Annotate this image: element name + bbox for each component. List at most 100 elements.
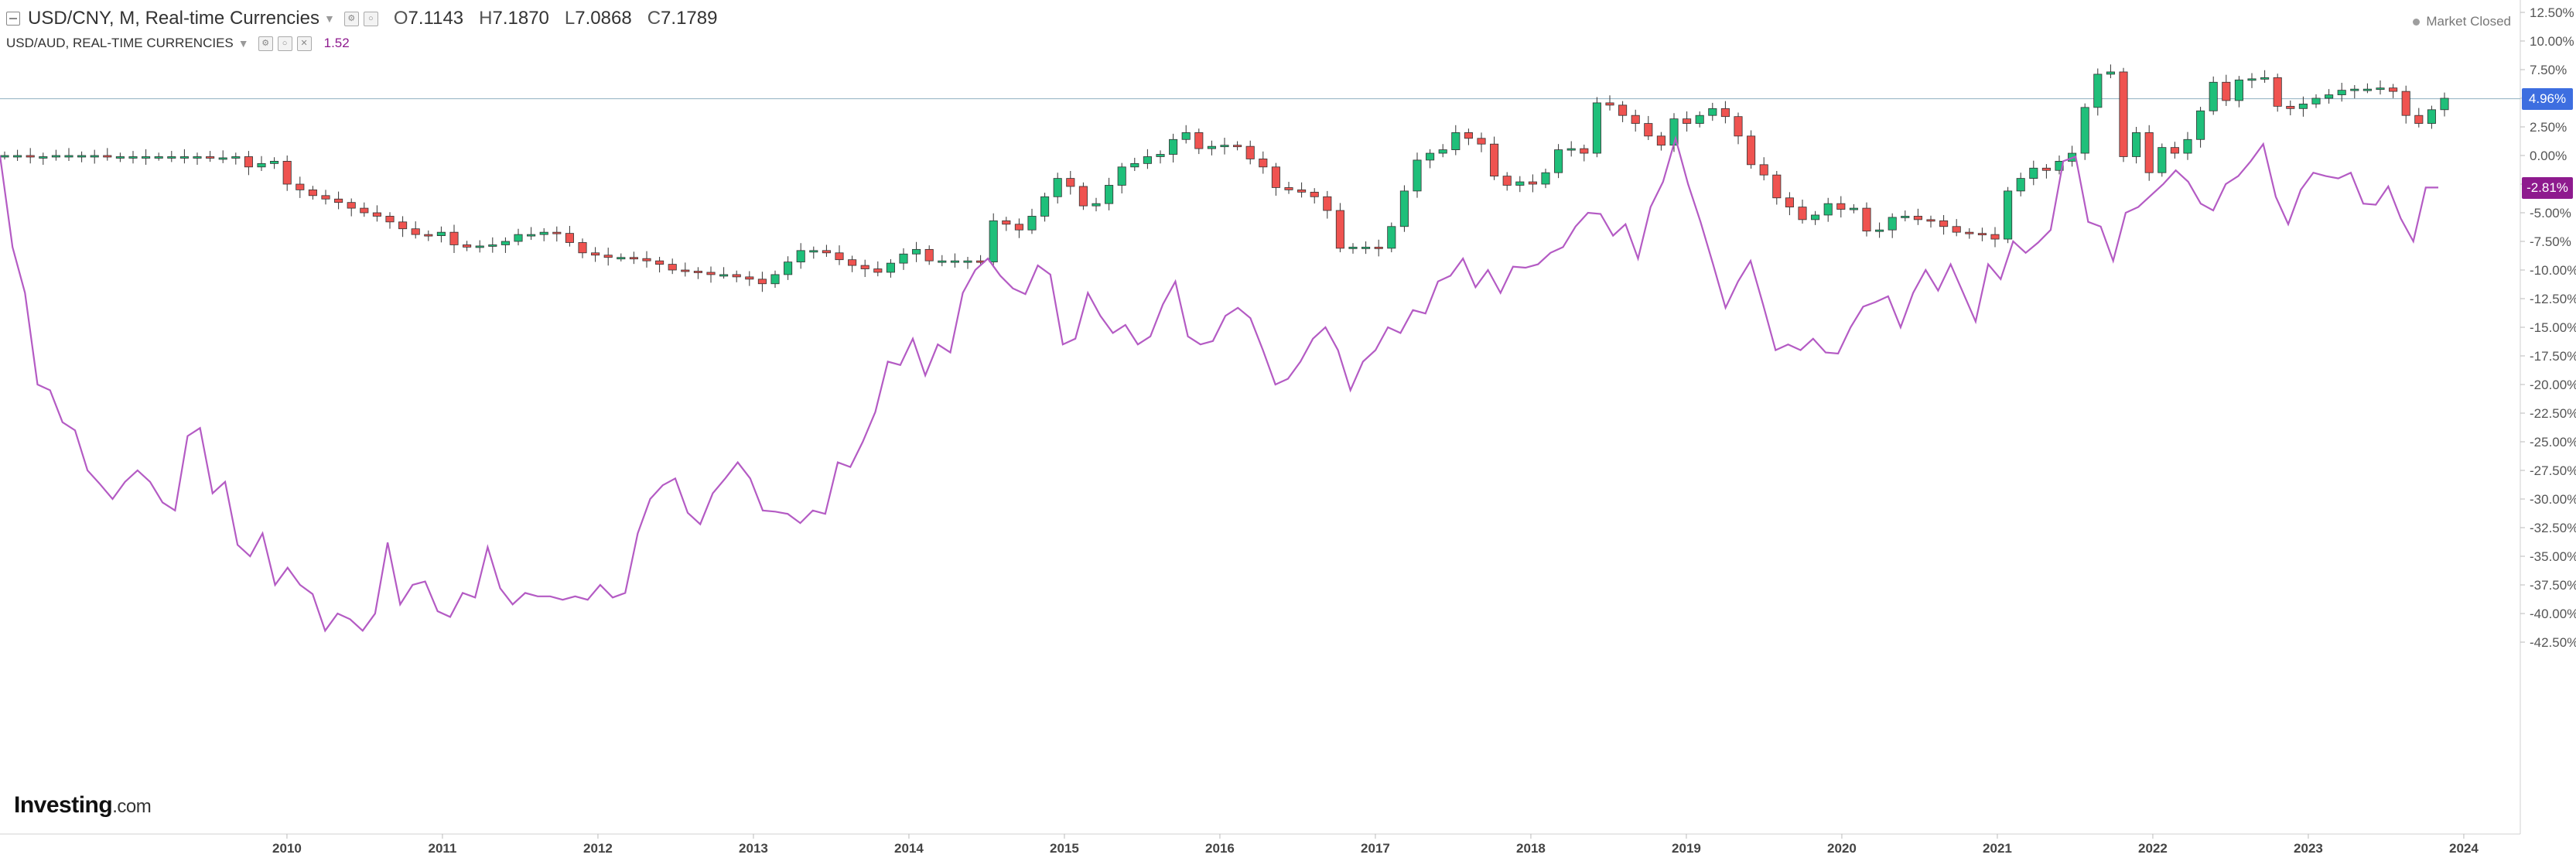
candle[interactable] xyxy=(1477,138,1486,145)
candle[interactable] xyxy=(1515,181,1525,186)
candle[interactable] xyxy=(924,248,934,262)
candle[interactable] xyxy=(308,189,317,197)
candle[interactable] xyxy=(2401,91,2410,116)
candle[interactable] xyxy=(1220,145,1229,148)
candle[interactable] xyxy=(1490,143,1499,177)
candle[interactable] xyxy=(270,160,279,164)
candle[interactable] xyxy=(938,260,947,263)
candle[interactable] xyxy=(334,198,343,203)
main-series-title[interactable]: USD/CNY, M, Real-time Currencies xyxy=(28,8,319,29)
candle[interactable] xyxy=(244,156,253,168)
candle[interactable] xyxy=(1181,132,1191,140)
candle[interactable] xyxy=(1605,102,1614,106)
candle[interactable] xyxy=(411,228,420,235)
candle[interactable] xyxy=(1399,190,1409,227)
candle[interactable] xyxy=(257,162,266,168)
candle[interactable] xyxy=(1977,233,1987,236)
candle[interactable] xyxy=(436,231,446,237)
candle[interactable] xyxy=(90,155,99,158)
candle[interactable] xyxy=(655,260,664,265)
candle[interactable] xyxy=(13,155,22,158)
candle[interactable] xyxy=(1387,226,1396,249)
candle[interactable] xyxy=(2440,97,2449,111)
candle[interactable] xyxy=(1323,196,1332,211)
candle[interactable] xyxy=(206,156,215,159)
candle[interactable] xyxy=(449,231,459,245)
candle[interactable] xyxy=(1836,203,1846,210)
usd-aud-line[interactable] xyxy=(0,135,2438,633)
candle[interactable] xyxy=(231,156,241,159)
candle[interactable] xyxy=(1849,207,1858,210)
candle[interactable] xyxy=(115,156,125,159)
close-icon[interactable]: ✕ xyxy=(296,36,312,51)
candle[interactable] xyxy=(2273,77,2282,107)
candle[interactable] xyxy=(1169,138,1178,155)
candle[interactable] xyxy=(193,156,202,159)
candle[interactable] xyxy=(848,259,857,266)
candle[interactable] xyxy=(51,155,60,158)
candle[interactable] xyxy=(822,250,831,254)
candle[interactable] xyxy=(2286,105,2295,109)
candle[interactable] xyxy=(603,255,613,258)
candle[interactable] xyxy=(1078,186,1088,207)
candle[interactable] xyxy=(2080,107,2089,154)
candle[interactable] xyxy=(1143,156,1152,164)
usd-cny-candles[interactable] xyxy=(0,64,2449,292)
candle[interactable] xyxy=(784,262,793,275)
candle[interactable] xyxy=(1541,172,1550,185)
candle[interactable] xyxy=(2209,81,2218,111)
candle[interactable] xyxy=(809,250,818,253)
candle[interactable] xyxy=(1785,197,1794,207)
candle[interactable] xyxy=(2016,178,2025,192)
candle[interactable] xyxy=(0,155,9,158)
candle[interactable] xyxy=(1862,207,1871,232)
candle[interactable] xyxy=(2234,79,2243,101)
candle[interactable] xyxy=(463,244,472,248)
candle[interactable] xyxy=(1772,174,1782,199)
candle[interactable] xyxy=(1618,104,1628,116)
candle[interactable] xyxy=(2311,97,2321,104)
candle[interactable] xyxy=(565,233,574,243)
candle[interactable] xyxy=(2325,94,2334,99)
candle[interactable] xyxy=(873,268,883,273)
candle[interactable] xyxy=(2260,77,2270,80)
candle[interactable] xyxy=(1888,217,1897,231)
candle[interactable] xyxy=(1759,164,1768,176)
candle[interactable] xyxy=(1798,207,1807,220)
candle[interactable] xyxy=(372,212,381,217)
candle[interactable] xyxy=(1066,178,1075,187)
candle[interactable] xyxy=(2183,138,2192,154)
candle[interactable] xyxy=(552,231,562,234)
candle[interactable] xyxy=(1528,181,1537,185)
candle[interactable] xyxy=(1708,108,1717,116)
candle[interactable] xyxy=(424,234,433,237)
candle[interactable] xyxy=(2337,90,2346,95)
candle[interactable] xyxy=(77,155,87,158)
candle[interactable] xyxy=(1156,154,1165,157)
candle[interactable] xyxy=(1271,166,1280,188)
candle[interactable] xyxy=(1053,178,1062,197)
candle[interactable] xyxy=(1233,145,1242,148)
candle[interactable] xyxy=(2004,190,2013,240)
candle[interactable] xyxy=(1259,159,1268,168)
candle[interactable] xyxy=(1580,148,1589,154)
candle[interactable] xyxy=(1117,166,1126,186)
candle[interactable] xyxy=(2427,109,2436,124)
candle[interactable] xyxy=(835,252,844,261)
candle[interactable] xyxy=(617,257,626,260)
candle[interactable] xyxy=(1105,185,1114,204)
candle[interactable] xyxy=(514,234,523,242)
candle[interactable] xyxy=(693,271,702,273)
candle[interactable] xyxy=(2157,147,2167,173)
candle[interactable] xyxy=(1683,118,1692,124)
candle[interactable] xyxy=(2106,71,2115,75)
candle[interactable] xyxy=(527,234,536,237)
candle[interactable] xyxy=(1592,102,1601,154)
candle[interactable] xyxy=(1990,234,2000,240)
candle[interactable] xyxy=(296,183,305,190)
candle[interactable] xyxy=(1811,214,1820,220)
candle[interactable] xyxy=(1310,191,1319,197)
candle[interactable] xyxy=(154,156,163,159)
candle[interactable] xyxy=(2350,88,2359,91)
